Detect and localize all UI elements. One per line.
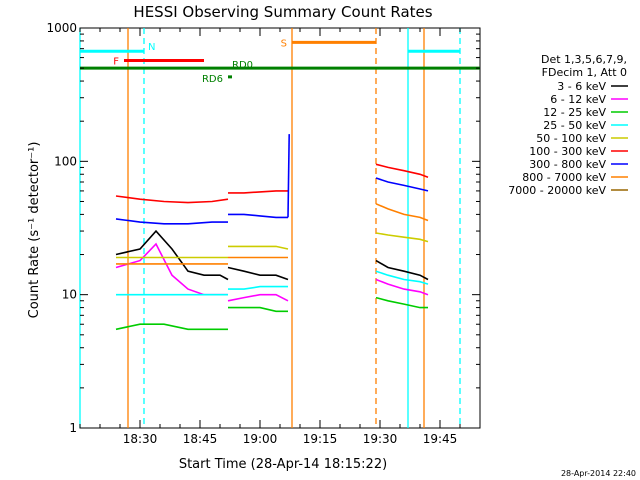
chart-title: HESSI Observing Summary Count Rates xyxy=(133,3,432,21)
legend-entry: 3 - 6 keV xyxy=(557,80,606,93)
y-axis-label: Count Rate (s⁻¹ detector⁻¹) xyxy=(27,142,42,319)
y-tick-label: 10 xyxy=(62,288,77,302)
series-line xyxy=(228,306,288,313)
flag-label: RD0 xyxy=(232,60,253,71)
flag-label: RD6 xyxy=(202,74,223,85)
legend: Det 1,3,5,6,7,9,FDecim 1, Att 03 - 6 keV… xyxy=(508,53,628,197)
x-tick-label: 18:45 xyxy=(183,432,218,446)
vertical-markers xyxy=(79,28,461,428)
series-lines xyxy=(115,134,429,331)
legend-entry: 50 - 100 keV xyxy=(536,132,606,145)
series-line xyxy=(375,278,429,296)
legend-entry: 6 - 12 keV xyxy=(550,93,606,106)
series-line xyxy=(115,323,228,331)
series-line xyxy=(375,163,429,178)
x-tick-label: 19:30 xyxy=(363,432,398,446)
y-tick-label: 1 xyxy=(69,421,77,435)
series-line xyxy=(227,293,289,302)
series-line xyxy=(287,134,290,218)
legend-entry: 7000 - 20000 keV xyxy=(508,184,606,197)
flag-label: N xyxy=(148,42,155,53)
series-line xyxy=(228,285,288,290)
series-line xyxy=(375,203,429,222)
axes: 18:30 18:45 19:00 19:15 19:30 19:45 1 10 100 1000 xyxy=(46,21,481,446)
plot-area xyxy=(79,27,481,429)
footer-timestamp: 28-Apr-2014 22:40 xyxy=(561,469,636,478)
x-tick-label: 19:15 xyxy=(303,432,338,446)
series-line xyxy=(228,213,288,219)
x-axis-label: Start Time (28-Apr-14 18:15:22) xyxy=(179,457,387,472)
observing-flags: N F S RD0 RD6 xyxy=(80,38,480,85)
y-tick-label: 1000 xyxy=(46,21,77,35)
plot-frame xyxy=(79,27,481,429)
series-line xyxy=(375,232,429,243)
x-tick-label: 18:30 xyxy=(123,432,158,446)
series-line xyxy=(375,296,428,309)
series-line xyxy=(228,245,289,250)
x-tick-label: 19:45 xyxy=(423,432,458,446)
series-line xyxy=(375,270,429,285)
series-line xyxy=(375,259,429,281)
y-tick-label: 100 xyxy=(54,154,77,168)
legend-title: Det 1,3,5,6,7,9, xyxy=(541,53,627,66)
series-line xyxy=(375,177,429,192)
series-line xyxy=(228,190,288,194)
x-tick-label: 19:00 xyxy=(243,432,278,446)
series-line xyxy=(115,242,228,296)
legend-title: FDecim 1, Att 0 xyxy=(542,66,627,79)
series-line xyxy=(115,229,229,281)
legend-entry: 100 - 300 keV xyxy=(529,145,606,158)
flag-label: F xyxy=(113,57,119,68)
legend-entry: 25 - 50 keV xyxy=(543,119,606,132)
series-line xyxy=(115,218,228,225)
flag-label: S xyxy=(281,38,287,49)
legend-entry: 12 - 25 keV xyxy=(543,106,606,119)
series-line xyxy=(227,266,289,281)
legend-entry: 300 - 800 keV xyxy=(529,158,606,171)
series-line xyxy=(115,195,229,204)
legend-entry: 800 - 7000 keV xyxy=(522,171,606,184)
